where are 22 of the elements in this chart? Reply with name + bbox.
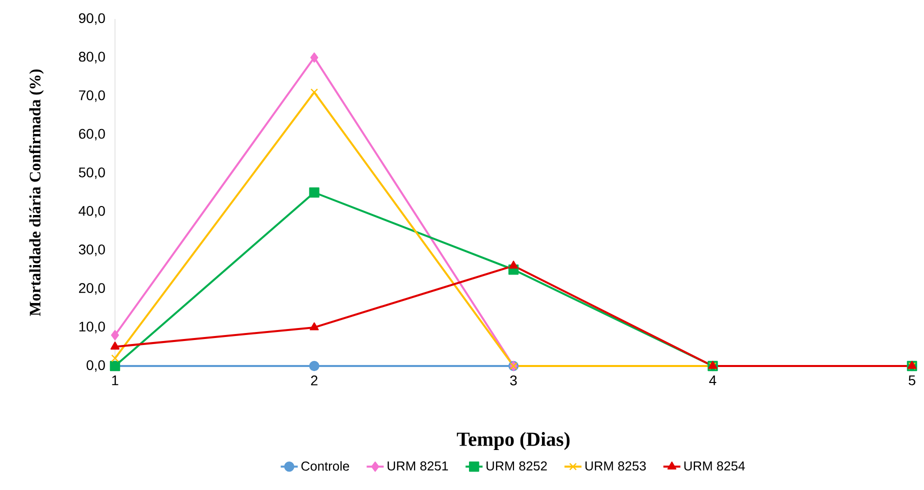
legend-label: URM 8254	[684, 461, 745, 471]
legend-label: URM 8252	[486, 461, 547, 471]
y-tick-label: 50,0	[78, 167, 105, 179]
x-tick-label: 2	[311, 376, 318, 386]
y-tick-label: 90,0	[78, 13, 105, 25]
legend-label: URM 8253	[585, 461, 646, 471]
x-tick-label: 3	[510, 376, 517, 386]
x-axis-title: Tempo (Dias)	[456, 432, 570, 450]
y-tick-label: 0,0	[86, 360, 105, 372]
y-tick-label: 80,0	[78, 52, 105, 64]
y-tick-label: 10,0	[79, 322, 105, 334]
legend-label: URM 8251	[388, 461, 448, 471]
y-tick-label: 60,0	[79, 128, 105, 140]
x-tick-label: 1	[112, 376, 118, 386]
y-tick-label: 20,0	[79, 283, 105, 295]
x-tick-label: 4	[709, 376, 716, 386]
y-tick-label: 70,0	[79, 90, 105, 102]
legend-label: Controle	[301, 461, 350, 471]
y-tick-label: 30,0	[78, 244, 105, 256]
y-axis-title: Mortalidade diária Confirmada (%)	[29, 69, 44, 316]
y-tick-label: 40,0	[78, 206, 105, 218]
x-tick-label: 5	[908, 376, 916, 386]
